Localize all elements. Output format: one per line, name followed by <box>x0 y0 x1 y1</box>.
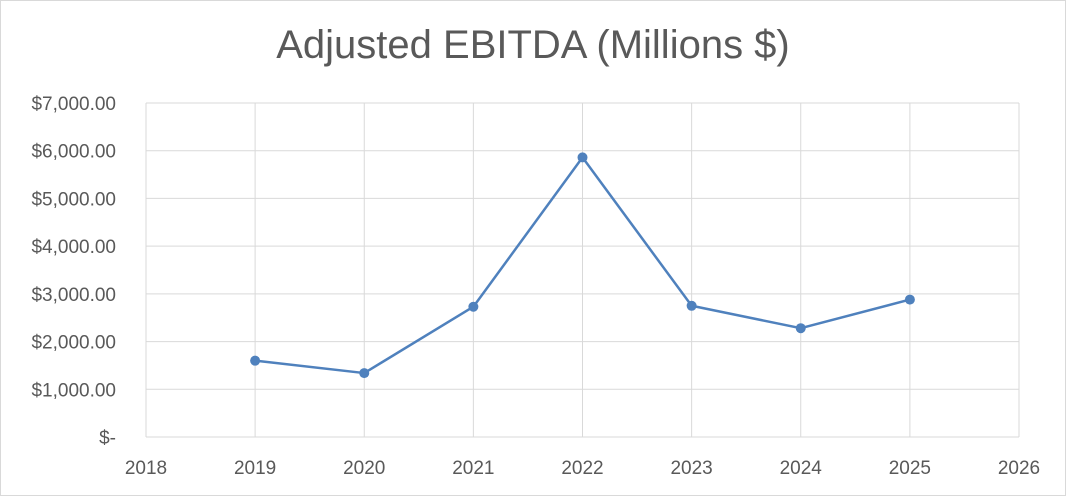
vertical-gridlines <box>145 103 1020 437</box>
y-tick-label: $3,000.00 <box>31 285 116 306</box>
data-point <box>250 355 261 366</box>
x-tick-label: 2026 <box>998 458 1040 479</box>
x-tick-label: 2022 <box>561 458 603 479</box>
data-point <box>359 368 370 379</box>
y-tick-label: $6,000.00 <box>31 142 116 163</box>
y-tick-label: $5,000.00 <box>31 189 116 210</box>
y-tick-label: $7,000.00 <box>31 94 116 115</box>
chart-title: Adjusted EBITDA (Millions $) <box>276 23 790 67</box>
y-tick-label: $- <box>99 428 116 449</box>
data-point <box>795 323 806 334</box>
x-tick-label: 2023 <box>670 458 712 479</box>
horizontal-gridlines <box>146 102 1019 438</box>
x-tick-label: 2024 <box>780 458 823 479</box>
x-tick-label: 2018 <box>125 458 167 479</box>
data-point <box>904 294 915 305</box>
data-point <box>686 300 697 311</box>
y-tick-label: $2,000.00 <box>31 333 116 354</box>
x-tick-label: 2025 <box>889 458 931 479</box>
y-tick-label: $1,000.00 <box>31 380 116 401</box>
x-tick-label: 2021 <box>452 458 494 479</box>
y-axis-tick-labels: $- $1,000.00 $2,000.00 $3,000.00 $4,000.00 $5… <box>31 94 116 449</box>
x-tick-label: 2020 <box>343 458 385 479</box>
data-point <box>468 301 479 312</box>
x-axis-tick-labels: 2018 2019 2020 2021 2022 2023 2024 2025 2026 <box>125 458 1040 479</box>
y-tick-label: $4,000.00 <box>31 237 116 258</box>
x-tick-label: 2019 <box>234 458 276 479</box>
series-points-group <box>250 152 915 379</box>
data-point <box>577 152 588 163</box>
